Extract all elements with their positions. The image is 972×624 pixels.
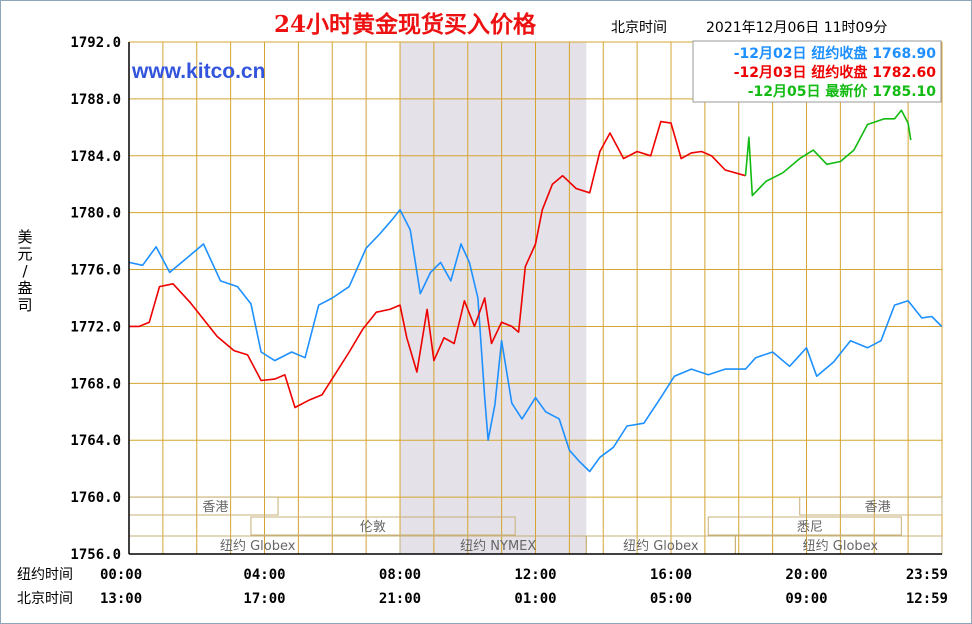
y-axis-label: 美元/盎司 (17, 228, 32, 314)
legend-entry: -12月05日 最新价 1785.10 (748, 83, 937, 100)
y-tick-label: 1784.0 (70, 149, 121, 165)
y-tick-label: 1768.0 (70, 376, 121, 392)
chart-title: 24小时黄金现货买入价格 (274, 11, 537, 38)
market-session-label: 纽约 Globex (220, 539, 296, 554)
y-tick-label: 1776.0 (70, 263, 121, 279)
legend-entry: -12月02日 纽约收盘 1768.90 (734, 45, 937, 62)
x-tick-labels: 00:00 04:00 08:00 12:00 16:00 20:00 23:59 13:00… (100, 567, 948, 607)
x-tick-label: 17:00 (243, 591, 285, 607)
market-session-label: 悉尼 (797, 520, 823, 535)
x-tick-label: 08:00 (379, 567, 421, 583)
series-line-1 (128, 209, 943, 473)
x-tick-label: 01:00 (514, 591, 556, 607)
y-tick-label: 1756.0 (70, 547, 121, 563)
legend: -12月02日 纽约收盘 1768.90 -12月03日 纽约收盘 1782.60… (692, 40, 942, 103)
time-zone-label: 北京时间 (611, 20, 667, 36)
legend-entry: -12月03日 纽约收盘 1782.60 (734, 64, 937, 81)
y-axis-label-char: / (22, 262, 28, 280)
x-tick-label: 21:00 (379, 591, 421, 607)
y-axis-label-char: 盎 (17, 279, 32, 297)
x-row-label: 纽约时间 (17, 567, 73, 583)
y-tick-label: 1780.0 (70, 206, 121, 222)
axis-layer (128, 42, 942, 555)
grid-layer (129, 41, 943, 554)
market-session-box (799, 496, 943, 516)
y-tick-label: 1760.0 (70, 490, 121, 506)
site-watermark: www.kitco.cn (131, 60, 265, 83)
market-session-label: 纽约 Globex (623, 539, 699, 554)
x-tick-label: 00:00 (100, 567, 142, 583)
highlight-band (400, 42, 587, 554)
y-tick-label: 1764.0 (70, 433, 121, 449)
y-axis-label-char: 元 (17, 245, 32, 263)
y-axis-label-char: 美 (17, 228, 32, 246)
series-line-2 (129, 120, 746, 409)
market-session-label: 香港 (202, 500, 228, 515)
market-session-box (707, 516, 902, 536)
x-tick-label: 04:00 (243, 567, 285, 583)
x-row-label: 北京时间 (17, 591, 73, 607)
y-tick-labels: 1792.0 1788.0 1784.0 1780.0 1776.0 1772.0 1768… (70, 35, 121, 563)
y-tick-label: 1792.0 (70, 35, 121, 51)
series-layer (128, 109, 943, 473)
market-session-label: 伦敦 (360, 519, 386, 535)
market-session-label: 纽约 NYMEX (460, 539, 536, 554)
market-session-box (250, 516, 516, 536)
y-axis-label-char: 司 (17, 296, 32, 314)
legend-box (692, 40, 942, 103)
series-line-3 (744, 109, 912, 197)
x-tick-label: 05:00 (650, 591, 692, 607)
market-session-label: 香港 (865, 500, 891, 515)
highlight-band-layer (400, 42, 587, 554)
y-tick-label: 1788.0 (70, 92, 121, 108)
x-tick-label: 16:00 (650, 567, 692, 583)
market-session-label: 纽约 Globex (803, 539, 879, 554)
y-tick-label: 1772.0 (70, 319, 121, 335)
x-tick-label: 12:00 (514, 567, 556, 583)
datetime-label: 2021年12月06日 11时09分 (706, 20, 887, 36)
x-tick-label: 12:59 (906, 591, 948, 607)
x-tick-label: 13:00 (100, 591, 142, 607)
x-tick-label: 09:00 (785, 591, 827, 607)
x-tick-label: 23:59 (906, 567, 948, 583)
x-tick-label: 20:00 (785, 567, 827, 583)
